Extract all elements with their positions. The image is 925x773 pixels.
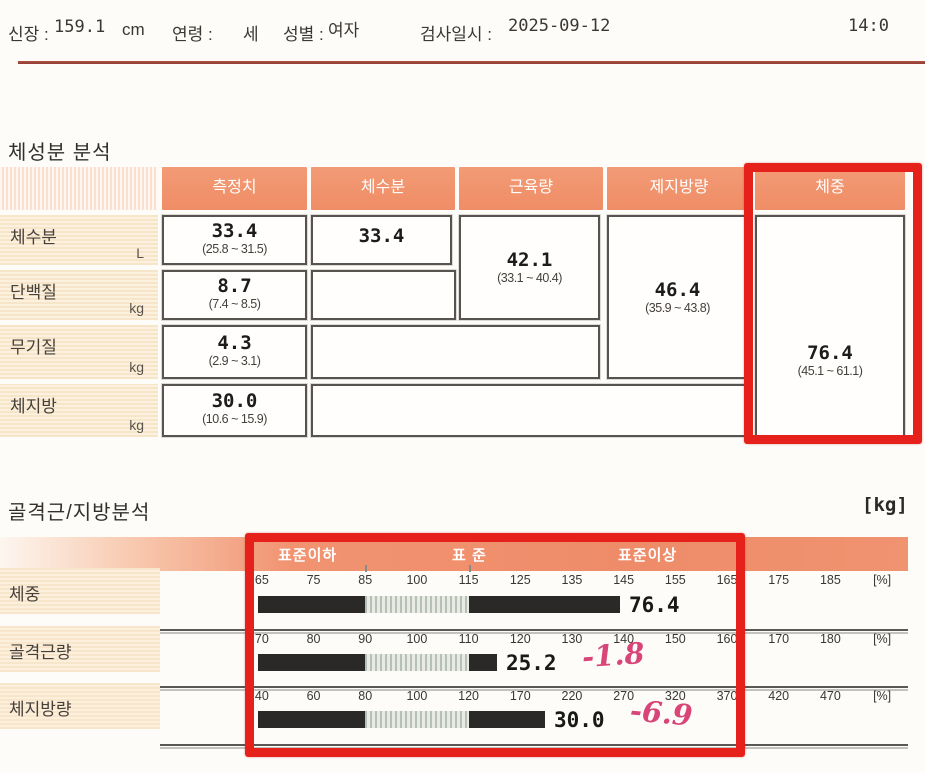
column-header-weight: 체중 xyxy=(755,167,905,210)
date-value: 2025-09-12 xyxy=(508,16,611,36)
bar-row-label-fat: 체지방량 xyxy=(0,683,160,729)
measured-range: (10.6 ~ 15.9) xyxy=(202,412,267,426)
bar-weight-value: 76.4 xyxy=(629,593,680,617)
bar-row-label-text: 체지방량 xyxy=(9,700,72,719)
stair-value: 42.1 xyxy=(506,249,553,271)
header-divider xyxy=(18,61,925,64)
gender-value: 여자 xyxy=(328,21,360,40)
bar-weight-normal-segment xyxy=(365,596,469,613)
gender-label: 성별 : xyxy=(283,25,324,44)
zone-normal-label: 표 준 xyxy=(452,547,487,564)
stair-value: 33.4 xyxy=(358,225,405,247)
axis-ticks-muscle: 70 80 90 100 110 120 130 140 150 160 170 180 [%] xyxy=(254,632,892,646)
zone-over-label: 표준이상 xyxy=(618,547,678,564)
row-label-text: 단백질 xyxy=(10,283,57,302)
height-label: 신장 : xyxy=(8,25,49,44)
column-header-fat-free: 제지방량 xyxy=(607,167,751,210)
bar-weight-over-segment xyxy=(469,596,620,613)
bar-weight-under-segment xyxy=(258,596,365,613)
age-label: 연령 : xyxy=(172,25,213,44)
zone-boundary-tick xyxy=(365,565,367,572)
measured-range: (25.8 ~ 31.5) xyxy=(202,242,267,256)
measured-value: 33.4 xyxy=(211,220,258,242)
stair-empty-row4 xyxy=(311,384,748,437)
stair-range: (33.1 ~ 40.4) xyxy=(497,271,562,285)
red-annotation-bars-area xyxy=(245,533,745,757)
zone-under-label: 표준이하 xyxy=(278,547,338,564)
row-unit: L xyxy=(136,245,144,261)
stair-muscle-mass: 42.1 (33.1 ~ 40.4) xyxy=(459,215,600,320)
zone-boundary-tick xyxy=(469,565,471,572)
bar-muscle-under-segment xyxy=(258,654,365,671)
zone-header-bar: 표준이하 표 준 표준이상 xyxy=(0,537,908,571)
row-unit: kg xyxy=(129,300,144,316)
row-label-text: 무기질 xyxy=(10,338,57,357)
stair-body-water: 33.4 xyxy=(311,215,452,265)
row-label-text: 체지방 xyxy=(10,397,57,416)
row-unit: kg xyxy=(129,359,144,375)
axis-ticks-weight: 65 75 85 100 115 125 135 145 155 165 175 185 [%] xyxy=(254,573,892,587)
row-label-body-fat: 체지방 kg xyxy=(0,384,158,437)
row-label-protein: 단백질 kg xyxy=(0,270,158,320)
bar-muscle-normal-segment xyxy=(365,654,469,671)
stair-empty-row2 xyxy=(311,270,456,320)
bar-row-label-text: 체중 xyxy=(9,585,41,604)
table-corner-cell xyxy=(0,167,158,210)
bar-row-label-muscle: 골격근량 xyxy=(0,626,160,672)
stair-weight: 76.4 (45.1 ~ 61.1) xyxy=(755,215,905,437)
stair-range: (35.9 ~ 43.8) xyxy=(645,301,710,315)
stair-value: 46.4 xyxy=(654,279,701,301)
measured-mineral: 4.3 (2.9 ~ 3.1) xyxy=(162,325,307,379)
body-composition-title: 체성분 분석 xyxy=(8,142,112,164)
column-header-muscle: 근육량 xyxy=(459,167,603,210)
measured-value: 8.7 xyxy=(217,275,252,297)
measured-body-water: 33.4 (25.8 ~ 31.5) xyxy=(162,215,307,265)
measured-range: (2.9 ~ 3.1) xyxy=(208,354,261,368)
time-value: 14:0 xyxy=(848,16,889,36)
red-annotation-weight-column xyxy=(744,163,922,444)
row-separator xyxy=(160,744,908,746)
stair-empty-row3 xyxy=(311,325,600,379)
measured-value: 4.3 xyxy=(217,332,252,354)
row-separator xyxy=(160,629,908,631)
muscle-fat-title: 골격근/지방분석 xyxy=(8,502,151,524)
row-label-mineral: 무기질 kg xyxy=(0,325,158,379)
row-label-text: 체수분 xyxy=(10,228,57,247)
bar-fat-normal-segment xyxy=(365,711,469,728)
measured-value: 30.0 xyxy=(211,390,258,412)
measured-protein: 8.7 (7.4 ~ 8.5) xyxy=(162,270,307,320)
measured-body-fat: 30.0 (10.6 ~ 15.9) xyxy=(162,384,307,437)
bar-muscle-value: 25.2 xyxy=(506,651,557,675)
measured-range: (7.4 ~ 8.5) xyxy=(208,297,261,311)
height-value: 159.1 xyxy=(54,17,106,37)
height-unit: cm xyxy=(122,20,145,39)
column-header-measured: 측정치 xyxy=(162,167,307,210)
bar-fat-value: 30.0 xyxy=(554,708,605,732)
bar-row-label-text: 골격근량 xyxy=(9,643,72,662)
kg-unit-label: [kg] xyxy=(862,494,908,516)
stair-range: (45.1 ~ 61.1) xyxy=(797,364,863,378)
bar-muscle-over-segment xyxy=(469,654,497,671)
bar-fat-over-segment xyxy=(469,711,545,728)
date-label: 검사일시 : xyxy=(420,25,493,44)
row-label-body-water: 체수분 L xyxy=(0,215,158,265)
row-unit: kg xyxy=(129,417,144,433)
stair-value: 76.4 xyxy=(807,342,853,364)
age-value: 세 xyxy=(243,25,259,44)
stair-fat-free-mass: 46.4 (35.9 ~ 43.8) xyxy=(607,215,748,379)
bar-fat-under-segment xyxy=(258,711,365,728)
axis-ticks-fat: 40 60 80 100 120 170 220 270 320 370 420 470 [%] xyxy=(254,689,892,703)
column-header-body-water: 체수분 xyxy=(311,167,455,210)
bar-row-label-weight: 체중 xyxy=(0,568,160,614)
report-header: 신장 : 159.1 cm 연령 : 세 성별 : 여자 검사일시 : 2025… xyxy=(0,14,925,48)
row-separator xyxy=(160,686,908,688)
